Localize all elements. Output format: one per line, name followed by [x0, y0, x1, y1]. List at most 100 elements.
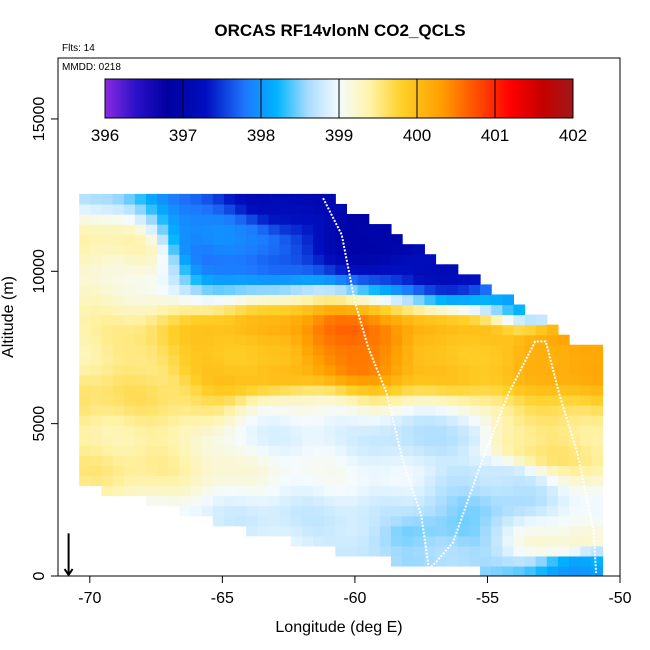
heatmap-cell: [424, 405, 437, 416]
heatmap-cell: [424, 505, 437, 517]
heatmap-cell: [212, 203, 225, 215]
heatmap-cell: [435, 294, 448, 306]
heatmap-cell: [513, 455, 526, 466]
heatmap-cell: [324, 395, 336, 406]
heatmap-cell: [446, 354, 459, 366]
heatmap-cell: [402, 475, 414, 487]
heatmap-cell: [168, 395, 181, 406]
heatmap-cell: [268, 244, 281, 255]
heatmap-cell: [290, 224, 303, 235]
heatmap-cell: [324, 505, 336, 517]
heatmap-cell: [468, 525, 481, 537]
heatmap-cell: [157, 485, 169, 497]
heatmap-cell: [379, 425, 392, 436]
heatmap-cell: [279, 224, 292, 235]
heatmap-cell: [79, 384, 91, 396]
heatmap-cell: [535, 405, 548, 416]
heatmap-cell: [223, 203, 236, 215]
heatmap-cell: [246, 505, 258, 517]
heatmap-cell: [301, 254, 314, 265]
heatmap-cell: [390, 324, 403, 336]
heatmap-cell: [212, 495, 225, 507]
heatmap-cell: [290, 354, 303, 366]
heatmap-cell: [79, 334, 91, 346]
heatmap-cell: [246, 284, 258, 296]
heatmap-cell: [90, 284, 103, 296]
heatmap-cell: [290, 324, 303, 336]
arrow-marker: [63, 533, 74, 577]
heatmap-cell: [134, 364, 147, 376]
heatmap-cell: [212, 505, 225, 517]
heatmap-cell: [390, 425, 403, 436]
heatmap-cell: [357, 435, 370, 446]
heatmap-cell: [212, 364, 225, 376]
heatmap-cell: [268, 274, 281, 285]
heatmap-cell: [157, 495, 169, 507]
heatmap-cell: [279, 495, 292, 507]
heatmap-cell: [368, 445, 381, 456]
heatmap-cell: [357, 364, 370, 376]
heatmap-cell: [279, 354, 292, 366]
heatmap-cell: [257, 435, 270, 446]
heatmap-cell: [246, 244, 258, 255]
heatmap-cell: [413, 364, 425, 376]
heatmap-cell: [480, 294, 492, 306]
heatmap-cell: [146, 284, 158, 296]
heatmap-cell: [402, 344, 414, 356]
heatmap-cell: [112, 294, 125, 306]
heatmap-cell: [335, 515, 348, 527]
heatmap-cell: [79, 264, 91, 275]
heatmap-cell: [569, 455, 581, 466]
heatmap-cell: [390, 505, 403, 517]
heatmap-cell: [313, 274, 325, 285]
heatmap-cell: [402, 294, 414, 306]
heatmap-cell: [223, 334, 236, 346]
heatmap-cell: [446, 294, 459, 306]
heatmap-cell: [201, 274, 214, 285]
heatmap-cell: [223, 505, 236, 517]
heatmap-cell: [346, 284, 359, 296]
heatmap-cell: [313, 264, 325, 275]
heatmap-cell: [580, 425, 592, 436]
heatmap-cell: [268, 364, 281, 376]
heatmap-cell: [79, 324, 91, 336]
heatmap-cell: [346, 505, 359, 517]
heatmap-cell: [569, 384, 581, 396]
heatmap-cell: [246, 314, 258, 326]
heatmap-cell: [313, 284, 325, 296]
heatmap-cell: [112, 324, 125, 336]
heatmap-cell: [569, 415, 581, 426]
heatmap-cell: [257, 465, 270, 477]
heatmap-cell: [90, 224, 103, 235]
heatmap-cell: [134, 203, 147, 215]
heatmap-cell: [502, 294, 515, 306]
heatmap-cell: [201, 374, 214, 386]
heatmap-cell: [368, 475, 381, 487]
heatmap-cell: [313, 234, 325, 245]
heatmap-cell: [123, 475, 136, 487]
heatmap-cell: [123, 465, 136, 477]
heatmap-cell: [157, 224, 169, 235]
heatmap-cell: [179, 264, 192, 275]
heatmap-cell: [535, 364, 548, 376]
heatmap-cell: [368, 284, 381, 296]
heatmap-cell: [513, 384, 526, 396]
heatmap-cell: [402, 274, 414, 285]
heatmap-cell: [179, 485, 192, 497]
heatmap-cell: [591, 505, 604, 517]
heatmap-cell: [301, 425, 314, 436]
heatmap-cell: [468, 314, 481, 326]
heatmap-cell: [524, 384, 537, 396]
heatmap-cell: [190, 505, 203, 517]
heatmap-cell: [268, 354, 281, 366]
heatmap-cell: [335, 415, 348, 426]
heatmap-cell: [335, 314, 348, 326]
heatmap-cell: [79, 214, 91, 225]
heatmap-cell: [368, 354, 381, 366]
heatmap-cell: [546, 505, 559, 517]
heatmap-cell: [223, 294, 236, 306]
heatmap-cell: [268, 485, 281, 497]
heatmap-cell: [279, 485, 292, 497]
heatmap-cell: [134, 455, 147, 466]
heatmap-cell: [424, 284, 437, 296]
